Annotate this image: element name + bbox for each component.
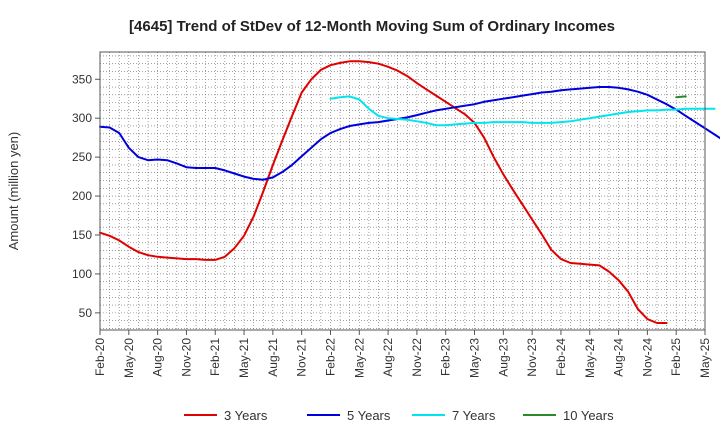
legend: 3 Years 5 Years 7 Years 10 Years	[184, 408, 614, 423]
x-tick-label: Nov-23	[525, 338, 539, 377]
x-tick-label: May-20	[122, 338, 136, 378]
x-tick-label: Feb-23	[439, 338, 453, 376]
x-tick-label: Feb-24	[554, 338, 568, 376]
y-tick-label: 150	[72, 228, 92, 242]
x-tick-label: Aug-21	[266, 338, 280, 377]
x-tick-label: Nov-24	[640, 338, 654, 377]
grid	[100, 52, 705, 330]
x-tick-label: Feb-25	[669, 338, 683, 376]
x-axis-ticks: Feb-20 May-20 Aug-20 Nov-20 Feb-21 May-21 Aug-…	[93, 330, 712, 378]
x-tick-label: Nov-21	[295, 338, 309, 377]
y-tick-label: 100	[72, 267, 92, 281]
y-tick-label: 200	[72, 189, 92, 203]
series-line-7-years	[329, 95, 716, 127]
x-tick-label: May-25	[698, 338, 712, 378]
x-tick-label: Aug-20	[151, 338, 165, 377]
chart-title: [4645] Trend of StDev of 12-Month Moving…	[129, 18, 615, 35]
x-tick-label: May-24	[583, 338, 597, 378]
y-tick-label: 350	[72, 72, 92, 86]
legend-label: 3 Years	[224, 408, 268, 423]
legend-label: 7 Years	[452, 408, 496, 423]
x-tick-label: May-22	[352, 338, 366, 378]
y-tick-label: 250	[72, 150, 92, 164]
x-tick-label: Feb-22	[323, 338, 337, 376]
y-tick-label: 50	[79, 306, 93, 320]
x-tick-label: Aug-24	[612, 338, 626, 377]
x-tick-label: May-21	[237, 338, 251, 378]
x-tick-label: Nov-22	[410, 338, 424, 377]
legend-label: 5 Years	[347, 408, 391, 423]
x-tick-label: Feb-21	[208, 338, 222, 376]
y-axis-label: Amount (million yen)	[6, 132, 21, 251]
x-tick-label: Feb-20	[93, 338, 107, 376]
series-lines	[99, 60, 720, 324]
y-axis-ticks: 50 100 150 200 250 300 350	[72, 72, 100, 320]
series-line-3-years	[99, 60, 668, 324]
plot-area-border	[99, 51, 706, 331]
y-tick-label: 300	[72, 111, 92, 125]
x-tick-label: Aug-23	[496, 338, 510, 377]
series-line-10-years	[675, 95, 687, 99]
x-tick-label: May-23	[468, 338, 482, 378]
legend-label: 10 Years	[563, 408, 614, 423]
x-tick-label: Nov-20	[179, 338, 193, 377]
series-line-5-years	[99, 86, 720, 181]
x-tick-label: Aug-22	[381, 338, 395, 377]
